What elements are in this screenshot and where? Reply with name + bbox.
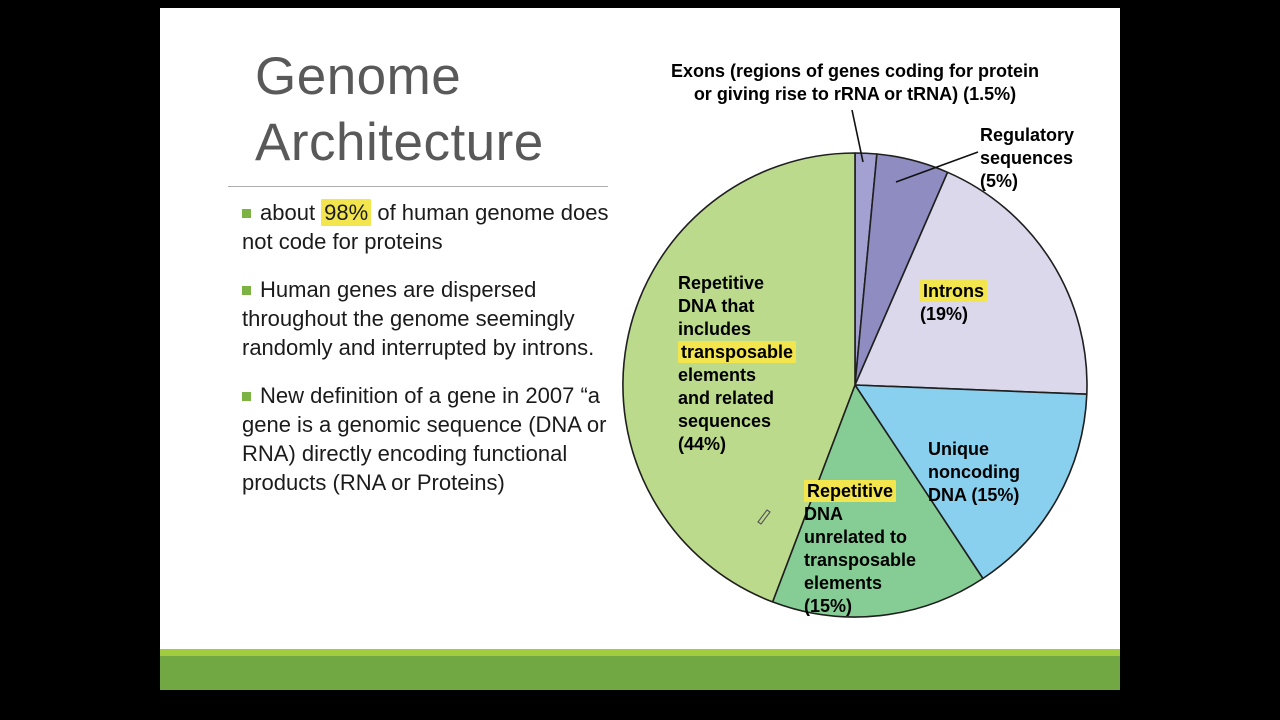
pie-label-text: and related bbox=[678, 388, 775, 408]
page-title: Genome Architecture bbox=[255, 44, 544, 176]
pie-slice-unique-noncoding bbox=[854, 384, 1088, 580]
pie-label-text: elements bbox=[678, 365, 757, 385]
pie-slice-repetitive-transposable bbox=[622, 152, 856, 603]
bullet-marker-icon bbox=[242, 286, 251, 295]
presentation-slide: Genome Architecture about 98% of human g… bbox=[160, 8, 1120, 690]
bullet-text: about bbox=[260, 200, 322, 225]
pie-label-text: sequences bbox=[980, 148, 1074, 168]
pie-label-repetitive-transposable: Repetitive DNA that includes transposable el… bbox=[678, 272, 797, 456]
bullet-item: about 98% of human genome does not code … bbox=[242, 198, 626, 256]
highlighted-text: transposable bbox=[678, 341, 797, 363]
highlighted-text: Repetitive bbox=[804, 480, 897, 502]
pie-label-unique-noncoding: Unique noncoding DNA (15%) bbox=[928, 438, 1020, 507]
pie-label-text: sequences bbox=[678, 411, 772, 431]
pie-label-text: Repetitive bbox=[678, 273, 765, 293]
highlighted-text: 98% bbox=[321, 199, 372, 226]
regulatory-leader bbox=[895, 151, 979, 183]
pencil-cursor-icon bbox=[757, 509, 771, 525]
pie-label-text: or giving rise to rRNA or tRNA) (1.5%) bbox=[693, 84, 1017, 104]
footer-accent-bar bbox=[160, 649, 1120, 690]
highlighted-text: Introns bbox=[920, 280, 987, 302]
pie-label-text: (19%) bbox=[920, 304, 969, 324]
pie-label-text: DNA bbox=[804, 504, 843, 524]
pie-label-text: (5%) bbox=[980, 171, 1019, 191]
pie-label-exons: Exons (regions of genes coding for prote… bbox=[611, 60, 1099, 106]
bullet-item: New definition of a gene in 2007 “a gene… bbox=[242, 381, 626, 497]
bullet-list: about 98% of human genome does not code … bbox=[242, 198, 626, 516]
pie-label-text: transposable bbox=[804, 550, 917, 570]
bullet-text: of human genome does not code for protei… bbox=[242, 200, 609, 254]
pie-label-text: elements bbox=[804, 573, 883, 593]
pie-label-regulatory: Regulatory sequences (5%) bbox=[980, 124, 1074, 193]
pie-label-text: noncoding bbox=[928, 462, 1020, 482]
bullet-marker-icon bbox=[242, 209, 251, 218]
pie-label-text: Regulatory bbox=[980, 125, 1075, 145]
pie-label-text: DNA that bbox=[678, 296, 755, 316]
pie-label-text: Unique bbox=[928, 439, 989, 459]
page-title-line2: Architecture bbox=[255, 113, 544, 172]
pie-label-text: unrelated to bbox=[804, 527, 908, 547]
pie-label-text: includes bbox=[678, 319, 752, 339]
pie-chart-panel: Exons (regions of genes coding for prote… bbox=[590, 40, 1112, 654]
pie-chart bbox=[622, 109, 1088, 618]
bullet-marker-icon bbox=[242, 392, 251, 401]
pie-label-repetitive-unrelated: Repetitive DNA unrelated to transposable ele… bbox=[804, 480, 916, 618]
title-underline bbox=[228, 186, 608, 187]
bullet-item: Human genes are dispersed throughout the… bbox=[242, 275, 626, 362]
pie-label-text: (44%) bbox=[678, 434, 727, 454]
pie-label-text: Exons (regions of genes coding for prote… bbox=[670, 61, 1040, 81]
bullet-text: New definition of a gene in 2007 “a gene… bbox=[242, 383, 607, 495]
pie-label-introns: Introns (19%) bbox=[920, 280, 987, 326]
pie-label-text: DNA (15%) bbox=[928, 485, 1020, 505]
page-title-line1: Genome bbox=[255, 47, 462, 106]
exons-leader bbox=[851, 109, 864, 163]
bullet-text: Human genes are dispersed throughout the… bbox=[242, 277, 595, 360]
pie-label-text: (15%) bbox=[804, 596, 853, 616]
